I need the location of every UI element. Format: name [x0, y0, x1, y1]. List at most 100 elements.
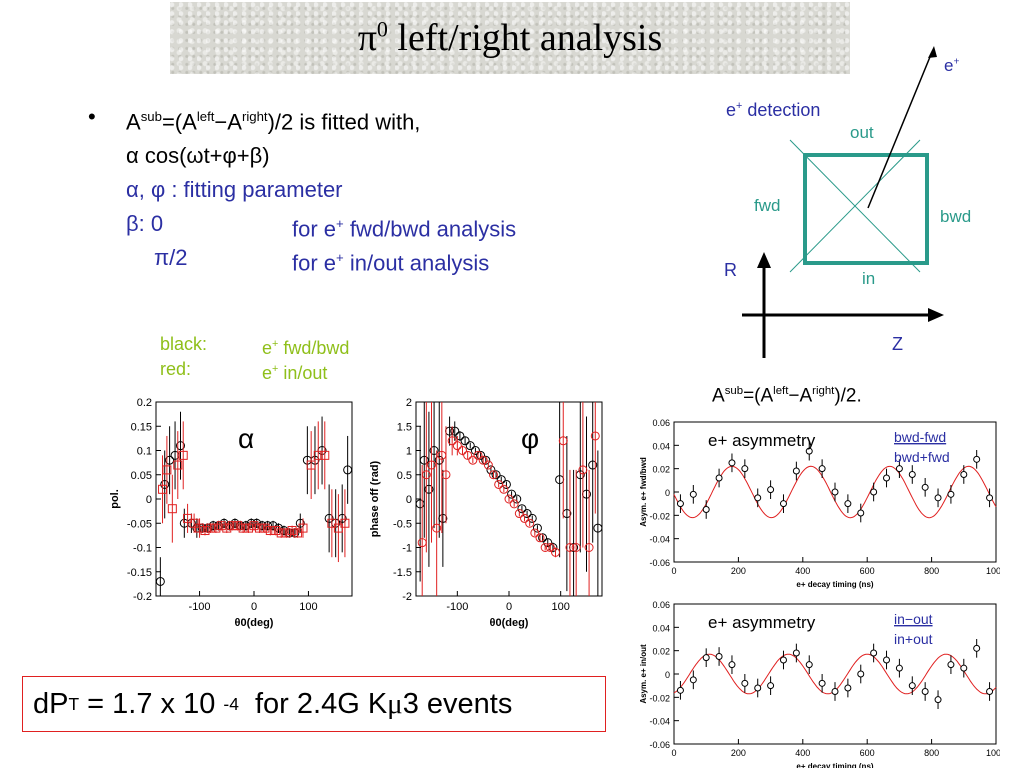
data-point: [265, 526, 275, 536]
y-tick-label: -0.06: [649, 740, 670, 750]
data-point: [434, 455, 444, 465]
data-point: [702, 506, 710, 513]
y-axis-label: phase off (rad): [369, 460, 381, 537]
y-tick-label: -0.05: [127, 518, 152, 530]
data-point: [450, 426, 460, 436]
out-label: out: [850, 123, 874, 142]
chart-title: e+ asymmetry: [708, 613, 816, 632]
data-point: [293, 528, 303, 538]
data-point: [205, 523, 215, 533]
y-tick-label: 0.5: [397, 470, 412, 482]
data-point: [481, 455, 491, 465]
data-point: [921, 483, 929, 491]
data-point: [883, 474, 891, 482]
data-point: [287, 526, 297, 536]
data-point: [499, 484, 509, 494]
fitting-parameter-line: α, φ : fitting parameter: [126, 177, 343, 203]
y-tick-label: 0: [665, 488, 670, 498]
x-tick-label: 200: [731, 748, 746, 758]
data-point: [178, 450, 188, 460]
data-point: [483, 460, 493, 470]
data-point: [306, 460, 316, 470]
r-axis-arrowhead: [757, 252, 771, 268]
y-tick-label: -0.04: [649, 717, 670, 727]
positron-label: e+: [944, 56, 960, 75]
bullet-line-1: • Asub=(Aleft−Aright)/2 is fitted with,: [88, 104, 421, 135]
y-tick-label: 0.02: [652, 647, 670, 657]
data-point: [460, 436, 470, 446]
phi-chart: -2 -1.5 -1 -0.5 0 0.5 1 1.5 2 -100 0 100 θ0(deg) phas…: [369, 397, 603, 629]
data-point: [438, 513, 448, 523]
data-point: [327, 518, 337, 528]
y-tick-label: 0.15: [131, 421, 152, 433]
y-tick-label: -0.2: [133, 591, 152, 603]
beta-line-2: π/2 for e+ in/out analysis: [154, 245, 490, 276]
y-axis-label: Asym. e+ in/out: [639, 644, 648, 704]
x-tick-label: 0: [671, 566, 676, 576]
data-point: [960, 664, 968, 672]
data-point: [590, 431, 600, 441]
data-point: [298, 523, 308, 533]
data-point: [463, 450, 473, 460]
data-point: [167, 504, 177, 514]
x-tick-label: 100: [551, 601, 569, 613]
data-point: [465, 441, 475, 451]
data-point: [494, 479, 504, 489]
data-point: [496, 475, 506, 485]
data-point: [238, 523, 248, 533]
data-point: [767, 486, 775, 494]
data-point: [960, 471, 968, 478]
y-tick-label: -0.1: [133, 543, 152, 555]
data-point: [535, 533, 545, 543]
fwd-label: fwd: [754, 196, 781, 215]
x-tick-label: 800: [924, 748, 939, 758]
data-point: [195, 523, 205, 533]
data-point: [558, 436, 568, 446]
y-tick-label: -1: [402, 543, 412, 555]
data-point: [857, 670, 865, 678]
data-point: [986, 494, 994, 502]
data-point: [260, 523, 270, 533]
data-point: [947, 661, 955, 669]
data-point: [754, 684, 762, 692]
data-point: [921, 688, 929, 695]
data-point: [176, 441, 185, 451]
data-point: [593, 523, 603, 533]
data-point: [189, 518, 199, 528]
data-point: [340, 518, 350, 528]
data-point: [514, 509, 524, 519]
data-point: [165, 455, 175, 465]
data-point: [249, 521, 259, 531]
data-point: [517, 504, 527, 514]
y-tick-label: -0.15: [127, 567, 152, 579]
data-point: [320, 450, 330, 460]
y-tick-label: -1.5: [393, 567, 412, 579]
phi-symbol: φ: [521, 423, 539, 454]
data-point: [424, 484, 434, 494]
fwd-bwd-asymmetry-chart: -0.06 -0.04 -0.02 0 0.02 0.04 0.06 0 200 400 600 80…: [639, 418, 1000, 589]
data-point: [211, 523, 221, 533]
detector-box: [803, 153, 929, 265]
y-tick-label: 0: [146, 494, 152, 506]
data-point: [343, 465, 353, 475]
legend-black: black: e+ fwd/bwd: [160, 334, 350, 358]
x-tick-label: -100: [446, 601, 468, 613]
data-point: [818, 465, 826, 473]
bullet-block: • Asub=(Aleft−Aright)/2 is fitted with, …: [88, 100, 628, 276]
data-point: [491, 470, 501, 480]
asymmetry-formula: Asub=(Aleft−Aright)/2.: [712, 385, 862, 407]
y-tick-label: 0.02: [652, 465, 670, 475]
data-point: [509, 499, 519, 509]
data-point: [179, 518, 189, 528]
x-tick-label: 400: [795, 566, 810, 576]
data-point: [532, 523, 542, 533]
data-point: [183, 513, 193, 523]
data-point: [282, 528, 292, 538]
data-point: [473, 450, 483, 460]
y-tick-label: 0.06: [652, 600, 670, 610]
bwd-label: bwd: [940, 207, 972, 226]
data-point: [805, 661, 813, 669]
data-point: [831, 688, 839, 695]
data-point: [676, 500, 684, 508]
positron-arrowhead: [928, 46, 937, 58]
